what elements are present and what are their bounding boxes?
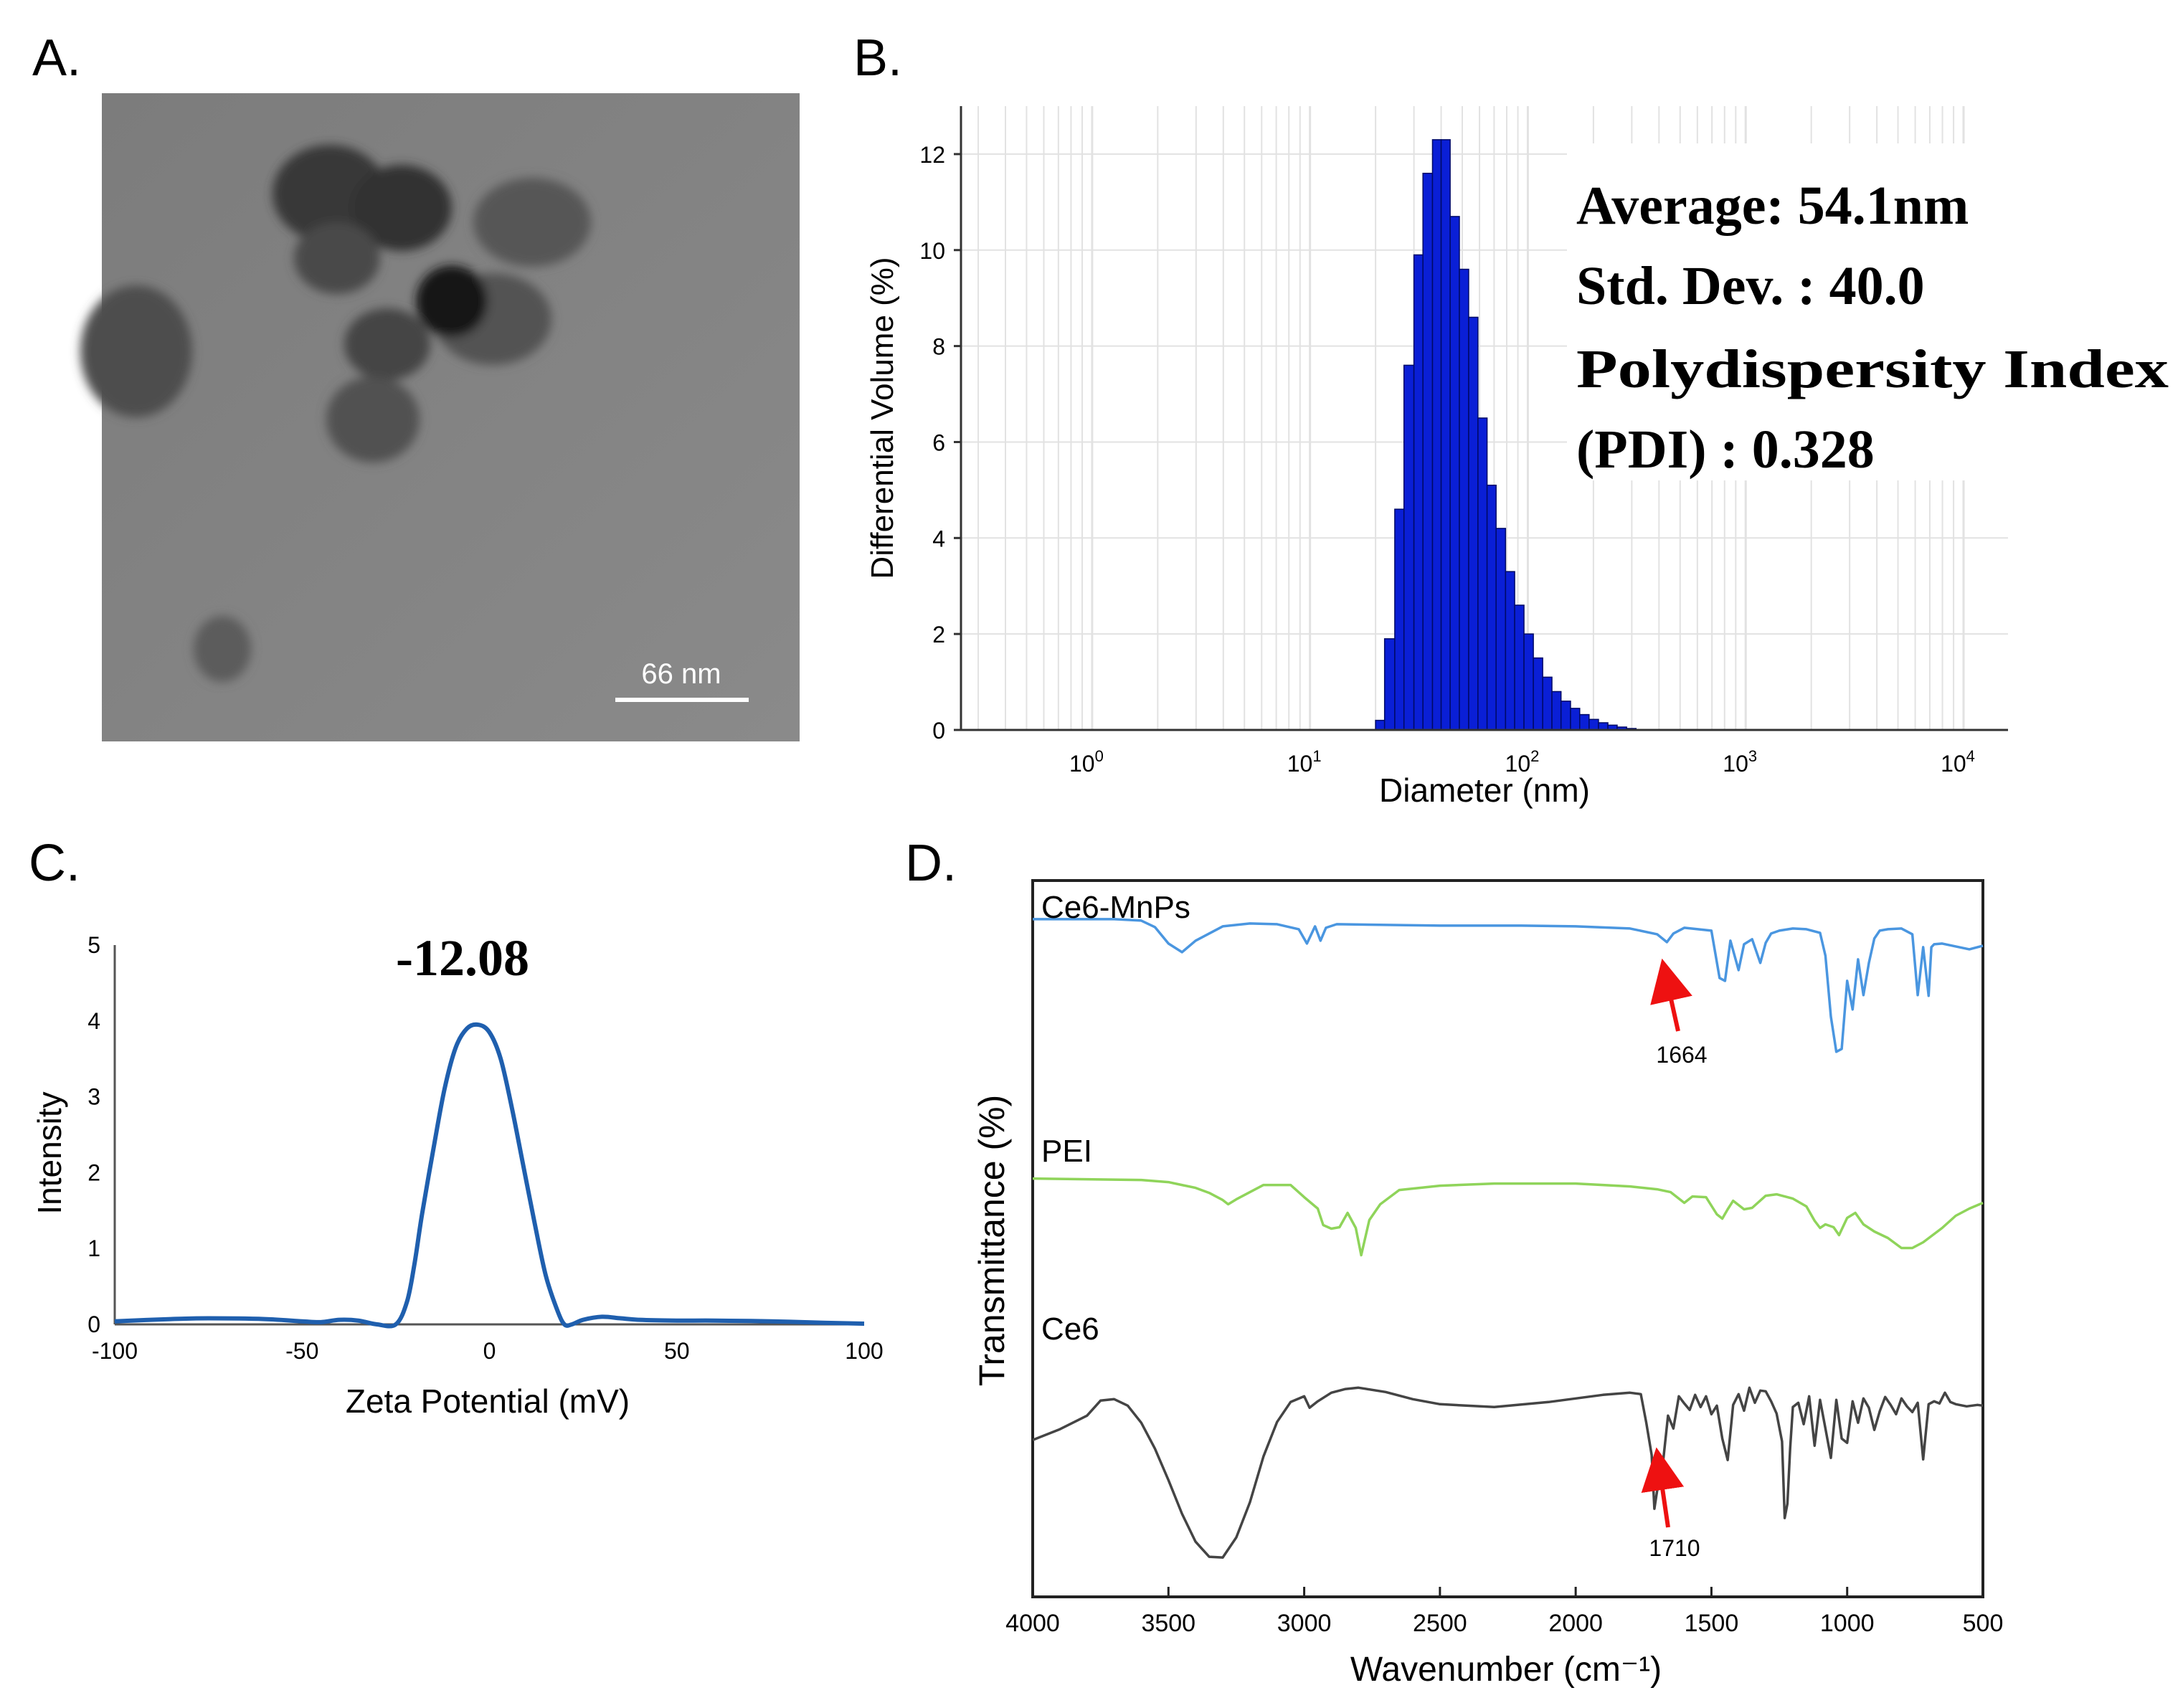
b-bar — [1598, 722, 1609, 731]
b-bar — [1459, 268, 1469, 731]
c-tick-labels: 0 1 2 3 4 5 -100 -50 0 50 100 — [87, 932, 883, 1364]
b-bar — [1505, 571, 1515, 731]
ftir-series — [1032, 918, 1984, 1559]
b-y-tick-label: 6 — [932, 430, 945, 455]
c-x-tick-label: -50 — [285, 1338, 318, 1364]
b-bar — [1468, 316, 1479, 731]
d-x-tick-label: 3000 — [1277, 1610, 1332, 1637]
panel-b: B. 0 2 4 6 8 10 12 100 101 102 103 104 Diameter (nm… — [853, 29, 2169, 809]
b-bar — [1486, 484, 1497, 731]
c-y-tick-label: 4 — [87, 1008, 100, 1034]
stat-std-dev: Std. Dev. : 40.0 — [1576, 256, 1925, 316]
ftir-line-ce6-mnps — [1033, 918, 1984, 1053]
b-bar — [1403, 364, 1415, 731]
zeta-curve — [114, 1022, 865, 1329]
b-bar — [1431, 139, 1442, 731]
d-x-axis-label: Wavenumber (cm⁻¹) — [1350, 1651, 1662, 1689]
b-y-tick-label: 10 — [919, 238, 945, 264]
b-x-tick-label: 101 — [1287, 747, 1322, 777]
d-x-tick-label: 3500 — [1141, 1610, 1195, 1637]
scale-bar-label: 66 nm — [641, 658, 721, 690]
b-bar — [1477, 417, 1488, 731]
c-x-axis-label: Zeta Potential (mV) — [346, 1382, 630, 1420]
stat-pdi-line2: (PDI) : 0.328 — [1576, 419, 1875, 480]
b-bar — [1495, 528, 1507, 731]
arrow-1664 — [1650, 958, 1692, 1032]
c-y-tick-label: 2 — [87, 1159, 100, 1185]
b-bar — [1394, 508, 1405, 731]
c-x-tick-label: -100 — [92, 1338, 138, 1364]
panel-a: A. 66 nm — [32, 29, 800, 741]
c-x-tick-label: 100 — [845, 1338, 883, 1364]
b-bars — [1375, 139, 1637, 731]
b-tick-labels: 0 2 4 6 8 10 12 100 101 102 103 104 — [919, 142, 1975, 777]
b-y-tick-label: 4 — [932, 526, 945, 551]
b-y-tick-label: 12 — [919, 142, 945, 168]
d-y-axis-label: Transmittance (%) — [972, 1095, 1012, 1387]
arrow-1710 — [1641, 1447, 1685, 1528]
b-bar — [1383, 638, 1396, 731]
ftir-label-pei: PEI — [1041, 1134, 1092, 1169]
d-x-tick-label: 1500 — [1685, 1610, 1739, 1637]
c-x-tick-label: 0 — [483, 1338, 496, 1364]
b-x-tick-label: 102 — [1505, 747, 1540, 777]
b-x-tick-label: 104 — [1941, 747, 1975, 777]
b-bar — [1533, 657, 1543, 731]
b-bar — [1514, 604, 1525, 731]
b-y-tick-label: 0 — [932, 718, 945, 744]
b-x-tick-label: 100 — [1069, 747, 1104, 777]
ftir-line-pei — [1032, 1177, 1984, 1257]
d-x-tick-label: 500 — [1963, 1610, 2004, 1637]
panel-b-label: B. — [853, 29, 902, 87]
panel-c: C. 0 1 2 3 4 5 -100 -50 0 50 100 -12.08 Zeta Poten… — [29, 835, 884, 1420]
d-x-tick-label: 1000 — [1820, 1610, 1875, 1637]
b-bar — [1560, 701, 1571, 731]
c-y-tick-label: 0 — [87, 1311, 100, 1337]
panel-c-label: C. — [29, 835, 80, 892]
b-bar — [1579, 713, 1590, 731]
stat-average: Average: 54.1nm — [1576, 176, 1969, 236]
d-plot-frame — [1031, 879, 1984, 1598]
b-y-tick-label: 8 — [932, 334, 945, 360]
tem-particles — [80, 145, 591, 682]
b-bar — [1422, 172, 1434, 731]
b-bar — [1570, 708, 1581, 731]
ftir-label-ce6-mnps: Ce6-MnPs — [1041, 890, 1190, 925]
b-y-axis-label: Differential Volume (%) — [865, 257, 900, 579]
ftir-series-labels: Ce6-MnPs PEI Ce6 — [1041, 890, 1190, 1347]
c-y-tick-label: 1 — [87, 1235, 100, 1261]
ftir-line-ce6 — [1032, 1386, 1984, 1559]
b-bar — [1551, 691, 1562, 731]
arrow-1664-label: 1664 — [1656, 1042, 1707, 1068]
b-x-axis-label: Diameter (nm) — [1379, 772, 1590, 809]
d-x-tick-label: 4000 — [1005, 1610, 1060, 1637]
b-x-tick-label: 103 — [1723, 747, 1757, 777]
b-bar — [1449, 216, 1460, 731]
arrow-1710-label: 1710 — [1649, 1535, 1700, 1561]
d-x-tick-label: 2000 — [1548, 1610, 1603, 1637]
c-y-tick-label: 5 — [87, 932, 100, 958]
ftir-label-ce6: Ce6 — [1041, 1311, 1099, 1347]
panel-a-label: A. — [32, 29, 81, 87]
c-y-axis-label: Intensity — [31, 1091, 68, 1214]
b-bar — [1375, 719, 1386, 731]
b-bar — [1440, 139, 1451, 731]
d-x-tick-label: 2500 — [1413, 1610, 1467, 1637]
c-x-tick-label: 50 — [664, 1338, 690, 1364]
stat-pdi-line1: Polydispersity Index — [1576, 339, 2169, 399]
stats-background — [1567, 143, 2148, 480]
c-y-tick-label: 3 — [87, 1084, 100, 1110]
b-bar — [1413, 254, 1424, 731]
panel-d: D. 4000 3500 3000 2500 2000 1500 1000 500 Ce6-M… — [905, 835, 2003, 1689]
d-tick-labels: 4000 3500 3000 2500 2000 1500 1000 500 — [1005, 1587, 2003, 1637]
b-bar — [1523, 633, 1534, 731]
panel-d-label: D. — [905, 835, 957, 892]
zeta-peak-label: -12.08 — [396, 929, 529, 987]
b-y-tick-label: 2 — [932, 622, 945, 647]
b-bar — [1588, 718, 1599, 731]
b-bar — [1542, 676, 1553, 731]
